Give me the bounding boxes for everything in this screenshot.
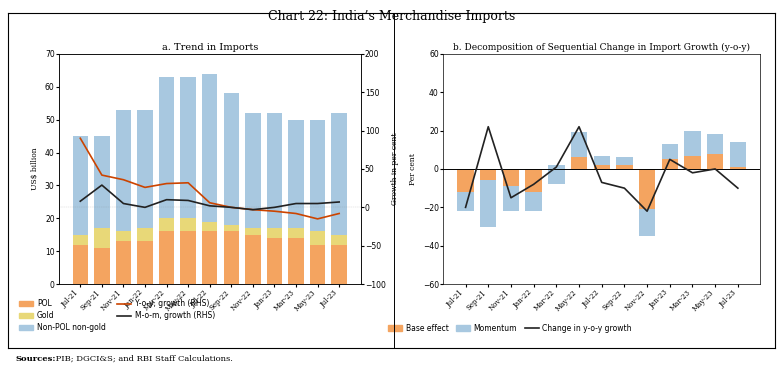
Bar bbox=[180, 218, 196, 232]
Bar bbox=[94, 136, 110, 228]
Bar bbox=[72, 235, 88, 245]
Bar bbox=[310, 232, 325, 245]
Bar bbox=[180, 232, 196, 284]
Bar bbox=[245, 113, 260, 228]
Bar bbox=[202, 222, 217, 232]
Bar bbox=[310, 119, 325, 232]
Bar bbox=[480, 180, 496, 227]
Title: a. Trend in Imports: a. Trend in Imports bbox=[162, 43, 258, 51]
Bar bbox=[180, 77, 196, 218]
Bar bbox=[525, 192, 542, 211]
Bar bbox=[72, 245, 88, 284]
Bar bbox=[223, 232, 239, 284]
Bar bbox=[159, 218, 174, 232]
Bar bbox=[137, 242, 153, 284]
Bar bbox=[548, 169, 564, 184]
Y-axis label: US$ billion: US$ billion bbox=[31, 147, 39, 190]
Bar bbox=[94, 228, 110, 248]
Bar bbox=[457, 169, 474, 211]
Bar bbox=[223, 93, 239, 225]
Bar bbox=[245, 235, 260, 284]
Bar bbox=[267, 228, 282, 238]
Bar bbox=[116, 110, 131, 232]
Bar bbox=[730, 167, 746, 169]
Legend: POL, Gold, Non-POL non-gold, Y-o-y, growth (RHS), M-o-m, growth (RHS): POL, Gold, Non-POL non-gold, Y-o-y, grow… bbox=[20, 299, 216, 333]
Bar bbox=[332, 113, 347, 235]
Bar bbox=[707, 154, 724, 169]
Bar bbox=[616, 157, 633, 165]
Bar bbox=[289, 119, 303, 228]
Bar bbox=[639, 169, 655, 209]
Bar bbox=[72, 136, 88, 235]
Bar bbox=[525, 169, 542, 211]
Bar bbox=[480, 169, 496, 227]
Bar bbox=[223, 225, 239, 232]
Bar bbox=[289, 228, 303, 238]
Bar bbox=[457, 192, 474, 211]
Text: PIB; DGCI&S; and RBI Staff Calculations.: PIB; DGCI&S; and RBI Staff Calculations. bbox=[53, 355, 233, 363]
Bar bbox=[684, 131, 701, 156]
Bar bbox=[639, 209, 655, 236]
Bar bbox=[707, 134, 724, 154]
Bar bbox=[137, 228, 153, 242]
Legend: Base effect, Momentum, Change in y-o-y growth: Base effect, Momentum, Change in y-o-y g… bbox=[388, 324, 632, 333]
Bar bbox=[289, 238, 303, 284]
Title: b. Decomposition of Sequential Change in Import Growth (y-o-y): b. Decomposition of Sequential Change in… bbox=[453, 43, 750, 51]
Bar bbox=[202, 232, 217, 284]
Bar bbox=[662, 159, 678, 169]
Bar bbox=[571, 132, 587, 157]
Y-axis label: Growth in per cent: Growth in per cent bbox=[391, 133, 399, 205]
Bar bbox=[684, 156, 701, 169]
Bar bbox=[94, 248, 110, 284]
Bar bbox=[616, 165, 633, 169]
Bar bbox=[267, 238, 282, 284]
Bar bbox=[116, 232, 131, 242]
Bar bbox=[593, 165, 610, 169]
Bar bbox=[159, 232, 174, 284]
Bar bbox=[548, 165, 564, 184]
Bar bbox=[730, 142, 746, 167]
Bar bbox=[310, 245, 325, 284]
Bar bbox=[332, 245, 347, 284]
Bar bbox=[202, 73, 217, 222]
Bar bbox=[571, 157, 587, 169]
Bar bbox=[159, 77, 174, 218]
Bar bbox=[245, 228, 260, 235]
Bar bbox=[137, 110, 153, 228]
Bar bbox=[503, 169, 519, 211]
Text: Chart 22: India’s Merchandise Imports: Chart 22: India’s Merchandise Imports bbox=[268, 10, 516, 23]
Bar bbox=[332, 235, 347, 245]
Bar bbox=[593, 156, 610, 165]
Text: Sources:: Sources: bbox=[16, 355, 56, 363]
Bar bbox=[503, 186, 519, 211]
Bar bbox=[267, 113, 282, 228]
Bar bbox=[116, 242, 131, 284]
Bar bbox=[662, 144, 678, 159]
Y-axis label: Per cent: Per cent bbox=[409, 153, 417, 185]
